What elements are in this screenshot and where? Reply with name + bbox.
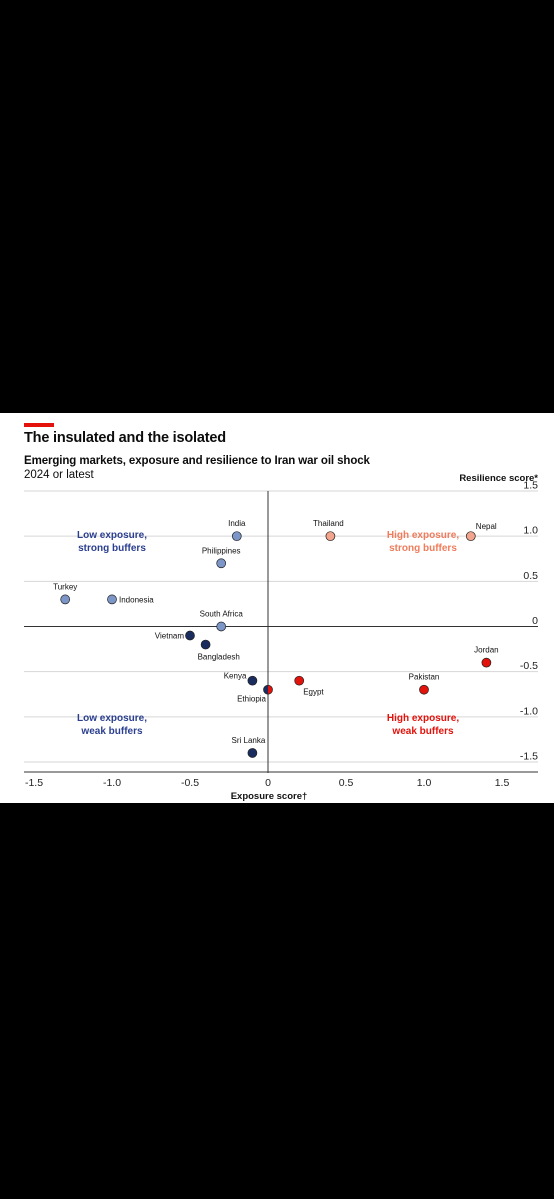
point-label-philippines: Philippines [202,546,241,555]
y-tick-label: -0.5 [520,660,538,672]
point-label-kenya: Kenya [224,672,247,681]
point-label-south-africa: South Africa [200,610,244,619]
x-tick-label: 1.0 [417,777,432,789]
y-tick-label: -1.5 [520,751,538,763]
point-turkey [60,594,71,605]
x-tick-label: 0.5 [339,777,354,789]
x-tick-label: -1.0 [103,777,121,789]
point-thailand [325,531,336,542]
point-label-jordan: Jordan [474,646,498,655]
x-tick-label: -1.5 [25,777,43,789]
point-label-indonesia: Indonesia [119,595,154,604]
point-sri-lanka [247,748,258,758]
point-india [231,531,242,542]
point-kenya [247,675,258,686]
point-nepal [465,531,476,542]
point-vietnam [185,630,195,641]
point-ethiopia-left [263,685,268,695]
quadrant-label: High exposure, [387,530,459,541]
point-ethiopia-right [268,685,273,695]
point-bangladesh [200,639,211,650]
point-label-india: India [228,519,246,528]
x-tick-label: -0.5 [181,777,199,789]
point-label-egypt: Egypt [303,688,324,697]
quadrant-label: weak buffers [391,726,454,737]
y-axis-title: Resilience score* [459,473,538,484]
chart-note: 2024 or latest [24,469,94,481]
chart-subtitle: Emerging markets, exposure and resilienc… [24,455,370,467]
x-axis-title: Exposure score† [231,791,308,802]
point-label-vietnam: Vietnam [155,632,185,641]
quadrant-label: High exposure, [387,713,459,724]
quadrant-label: strong buffers [389,543,457,554]
point-south-africa [216,621,227,632]
y-tick-label: 1.0 [523,525,538,537]
brand-accent-bar [24,423,54,427]
y-tick-label: 1.5 [523,480,538,492]
chart-title: The insulated and the isolated [24,430,226,446]
quadrant-label: weak buffers [80,726,143,737]
point-label-turkey: Turkey [53,582,77,591]
point-label-pakistan: Pakistan [409,673,440,682]
point-label-nepal: Nepal [476,522,497,531]
point-indonesia [107,594,117,605]
y-tick-label: -1.0 [520,705,538,717]
quadrant-label: strong buffers [78,543,146,554]
quadrant-label: Low exposure, [77,713,147,724]
y-tick-label: 0 [532,615,538,627]
scatter-plot: 1.5 1.0 0.5 0 -0.5 -1.0 -1.5 -1.5 -1.0 -0.5 0 0.5 1.… [24,473,538,802]
point-label-sri-lanka: Sri Lanka [232,736,266,745]
point-label-bangladesh: Bangladesh [198,653,240,662]
chart-card: The insulated and the isolated Emerging … [0,413,554,803]
x-tick-label: 0 [265,777,271,789]
point-label-thailand: Thailand [313,519,344,528]
point-jordan [481,657,492,668]
y-tick-label: 0.5 [523,570,538,582]
quadrant-label: Low exposure, [77,530,147,541]
point-philippines [216,558,227,569]
point-ethiopia [263,684,273,695]
point-egypt [294,675,305,686]
x-tick-label: 1.5 [495,777,510,789]
point-label-ethiopia: Ethiopia [237,695,266,704]
point-pakistan [419,684,429,695]
